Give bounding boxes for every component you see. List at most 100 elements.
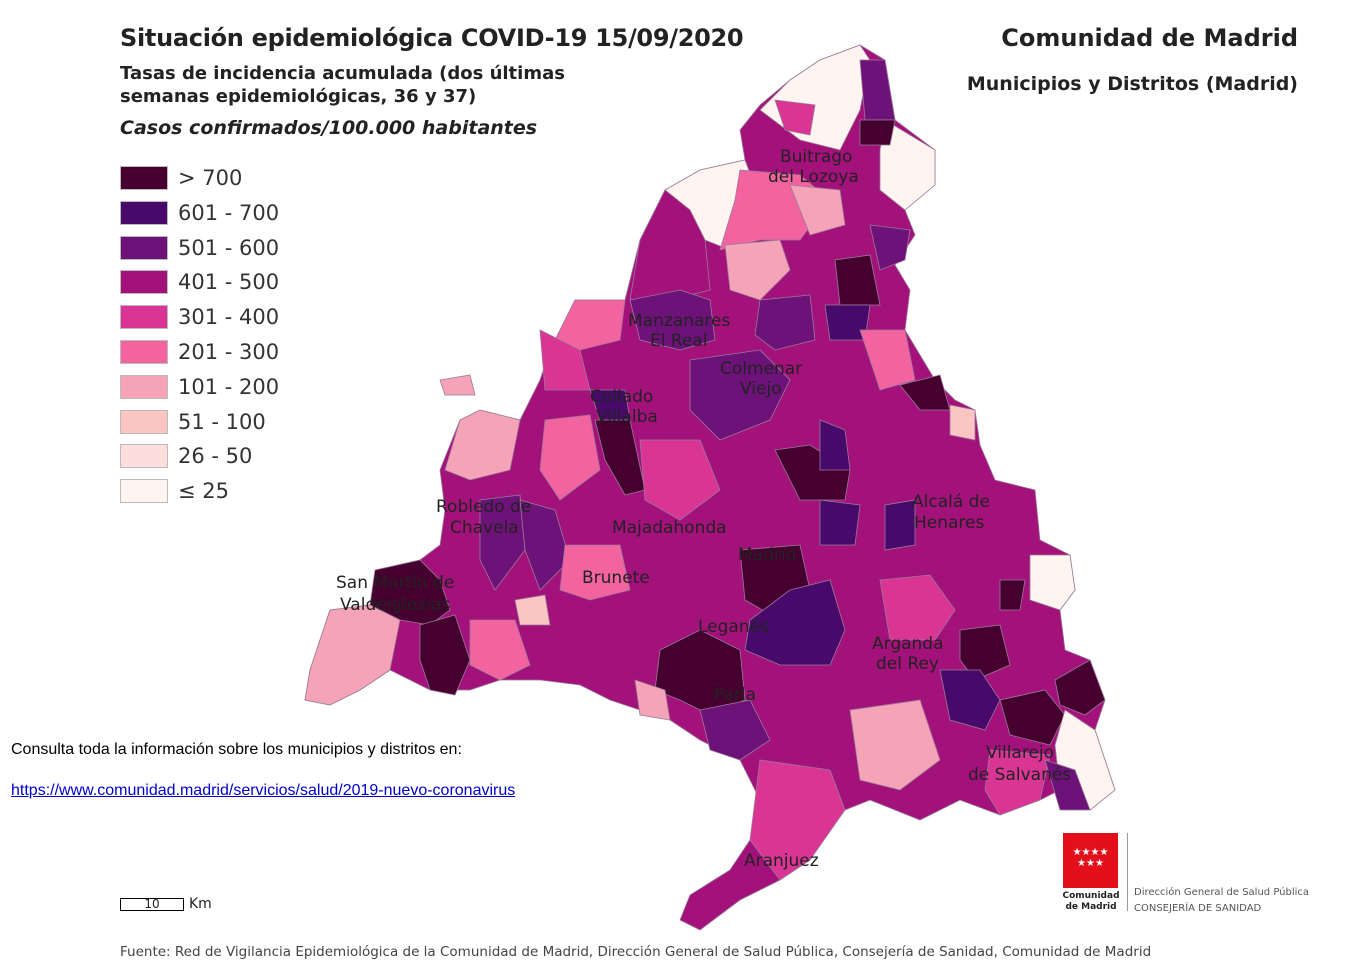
scale-bar: 10 Km [120, 896, 212, 912]
logo-text: Comunidad de Madrid [1060, 891, 1122, 913]
place-label: Arganda [872, 634, 944, 654]
place-label: Manzanares [628, 311, 730, 331]
place-label: Madrid [738, 545, 796, 565]
department: Dirección General de Salud Pública CONSEJ… [1134, 885, 1309, 917]
region [984, 749, 1051, 816]
scale-bar-box: 10 [120, 897, 184, 911]
legend-swatch [120, 374, 168, 399]
region [689, 349, 791, 441]
legend-label: ≤ 25 [178, 479, 229, 504]
legend-label: 26 - 50 [178, 444, 253, 469]
region [594, 419, 646, 496]
legend-swatch [120, 305, 168, 330]
region [999, 689, 1066, 746]
legend-label: 401 - 500 [178, 270, 280, 295]
region [859, 119, 896, 146]
place-label: Leganés [698, 617, 769, 637]
region [439, 374, 476, 396]
legend-swatch [120, 166, 168, 190]
legend-swatch [120, 444, 168, 469]
place-label: Henares [914, 513, 985, 533]
legend-swatch [120, 340, 168, 364]
legend-label: 601 - 700 [178, 200, 280, 225]
scope-title: Municipios y Distritos (Madrid) [966, 73, 1298, 95]
region [1044, 759, 1091, 811]
place-label: Chavela [450, 518, 519, 538]
region [419, 614, 471, 696]
legend-label: 201 - 300 [178, 340, 280, 364]
ministry-name: CONSEJERÍA DE SANIDAD [1134, 903, 1262, 914]
place-label: Majadahonda [612, 518, 727, 538]
region [949, 404, 976, 441]
source-note: Fuente: Red de Vigilancia Epidemiológica… [120, 944, 1152, 960]
legend-label: 301 - 400 [178, 305, 280, 330]
region [774, 99, 816, 136]
region [869, 224, 911, 271]
region [754, 294, 816, 351]
region [629, 289, 716, 351]
legend-item: > 700 [120, 166, 242, 190]
region [1054, 659, 1106, 716]
map-title: Situación epidemiológica COVID-19 15/09/… [120, 24, 744, 52]
region [749, 759, 846, 881]
legend-item: 26 - 50 [120, 444, 253, 469]
legend-item: 51 - 100 [120, 409, 266, 434]
legend-label: 101 - 200 [178, 374, 280, 399]
region [789, 184, 846, 236]
legend-item: 401 - 500 [120, 270, 280, 295]
legend-swatch [120, 479, 168, 504]
region [744, 579, 846, 666]
region [469, 619, 531, 681]
place-label: Collado [590, 387, 653, 407]
legend-item: 101 - 200 [120, 374, 280, 399]
logo-line1: Comunidad [1062, 891, 1120, 901]
region [879, 119, 936, 211]
place-label: El Real [650, 331, 708, 351]
legend-swatch [120, 200, 168, 225]
logo-line2: de Madrid [1065, 902, 1117, 912]
region [724, 239, 791, 301]
region [444, 409, 521, 481]
place-label: Aranjuez [744, 851, 819, 871]
place-label: del Lozoya [768, 167, 859, 187]
place-label: Alcalá de [912, 492, 990, 512]
region [1029, 554, 1076, 611]
region [514, 594, 551, 626]
region [939, 669, 1001, 731]
divider [1127, 833, 1128, 911]
region [539, 329, 591, 391]
region [959, 624, 1011, 681]
legend-item: 201 - 300 [120, 340, 279, 364]
place-label: Buitrago [780, 147, 852, 167]
info-link[interactable]: https://www.comunidad.madrid/servicios/s… [11, 782, 516, 799]
place-label: Brunete [582, 568, 650, 588]
place-label: San Martín de [336, 573, 454, 593]
legend-label: 51 - 100 [178, 409, 266, 434]
map-subtitle: Tasas de incidencia acumulada (dos últim… [120, 63, 565, 107]
region [819, 419, 851, 471]
region [879, 574, 956, 641]
legend-item: ≤ 25 [120, 479, 229, 504]
region [849, 699, 941, 791]
legend-swatch [120, 409, 168, 434]
stars-icon: ★★★★ ★★★ [1072, 847, 1109, 869]
units-label: Casos confirmados/100.000 habitantes [120, 117, 538, 139]
region [559, 544, 631, 601]
region [519, 499, 571, 591]
place-label: Viejo [740, 379, 782, 399]
department-name: Dirección General de Salud Pública [1134, 887, 1310, 898]
region [699, 699, 771, 761]
region [859, 329, 916, 391]
region [479, 494, 526, 591]
region [834, 254, 881, 306]
place-label: Robledo de [436, 497, 531, 517]
legend-item: 501 - 600 [120, 235, 279, 260]
region [634, 679, 671, 721]
region [304, 604, 401, 706]
region [819, 499, 861, 546]
comunidad-madrid-logo: ★★★★ ★★★ [1063, 833, 1118, 888]
legend-label: > 700 [178, 166, 243, 190]
place-label: Parla [714, 685, 756, 705]
place-label: Villalba [596, 407, 658, 427]
